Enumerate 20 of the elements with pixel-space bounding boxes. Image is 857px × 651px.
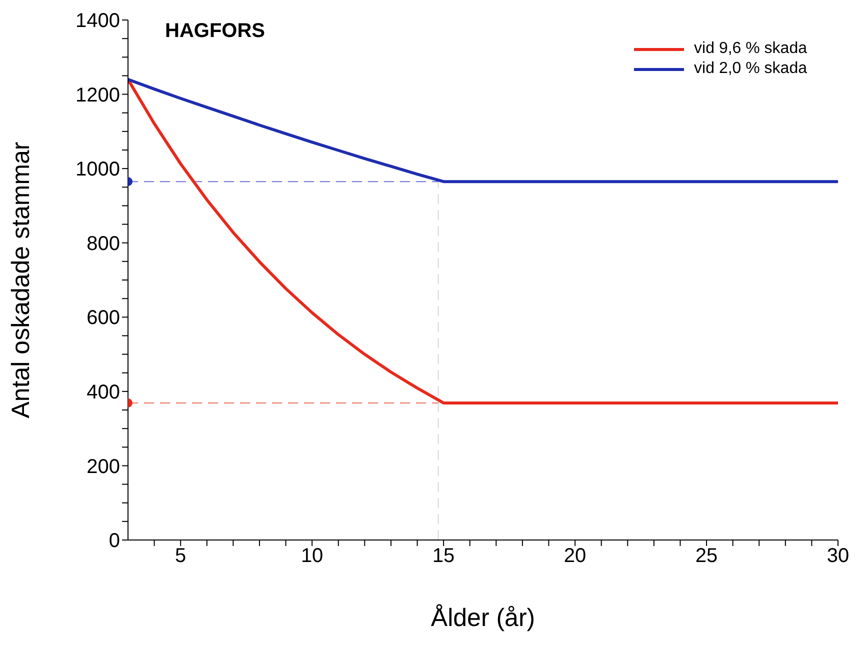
y-axis-title: Antal oskadade stammar — [6, 142, 35, 418]
y-tick-label: 1000 — [76, 158, 120, 181]
x-tick-label: 5 — [175, 545, 186, 568]
x-tick-label: 30 — [826, 545, 850, 568]
y-tick-label: 400 — [86, 382, 120, 404]
x-axis-title: Ålder (år) — [430, 604, 536, 632]
x-tick-label: 10 — [300, 545, 324, 568]
y-tick-label: 200 — [86, 456, 120, 478]
legend-label: vid 9,6 % skada — [694, 40, 807, 58]
line-series — [128, 78, 838, 184]
x-tick-label: 15 — [432, 545, 455, 568]
x-tick-label: 20 — [564, 545, 586, 568]
x-tick-label: 25 — [695, 545, 718, 568]
y-tick-label: 1400 — [76, 10, 120, 32]
y-tick-label: 800 — [86, 232, 120, 255]
y-tick-label: 1200 — [76, 84, 120, 106]
y-tick-label: 0 — [108, 530, 120, 552]
y-tick-label: 600 — [86, 307, 120, 330]
legend-label: vid 2,0 % skada — [694, 60, 807, 78]
chart-title: HAGFORS — [165, 20, 265, 43]
